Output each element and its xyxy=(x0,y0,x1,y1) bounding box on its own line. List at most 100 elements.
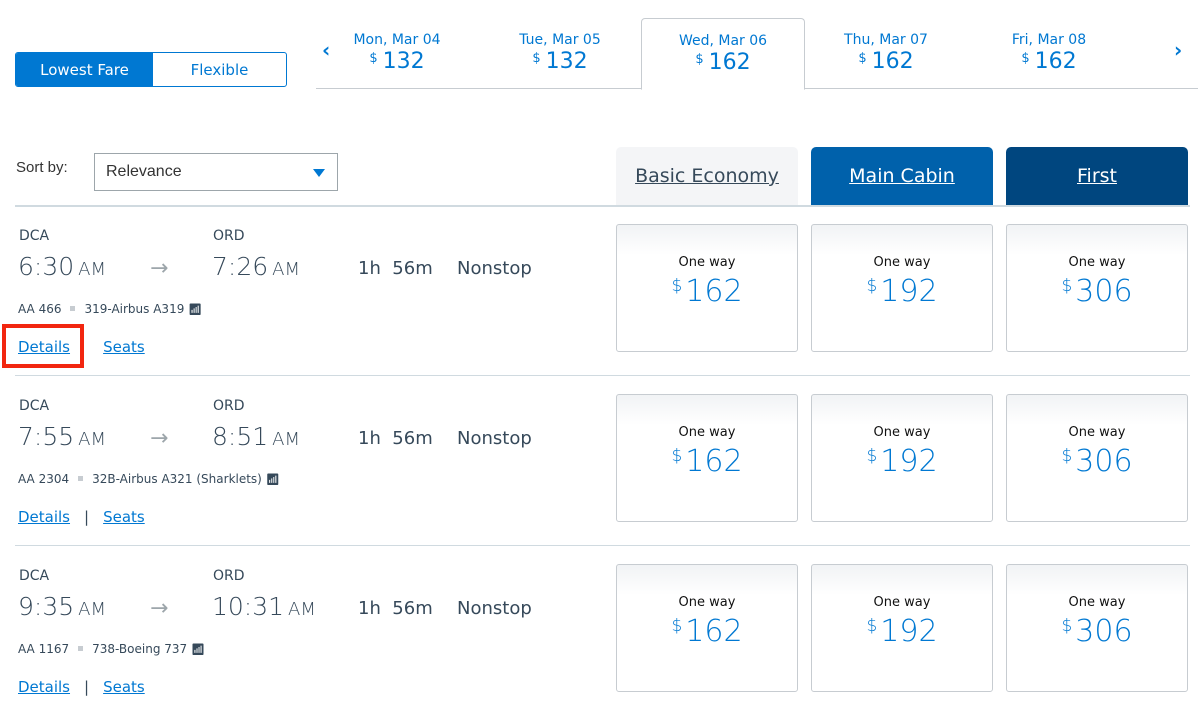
flight-number: AA 2304 xyxy=(18,472,70,486)
fare-card[interactable]: One way $192 xyxy=(811,564,993,692)
fare-card[interactable]: One way $162 xyxy=(616,224,798,352)
fare-card[interactable]: One way $306 xyxy=(1006,394,1188,522)
row-divider xyxy=(15,375,1190,376)
tab-first[interactable]: First xyxy=(1006,147,1188,205)
row-divider xyxy=(15,545,1190,546)
fare-price: $306 xyxy=(1061,614,1133,649)
fare-price: $162 xyxy=(671,614,743,649)
destination-code: ORD xyxy=(213,228,245,244)
flight-info: AA 466 319-Airbus A319 📶︎ xyxy=(18,302,202,316)
destination-code: ORD xyxy=(213,568,245,584)
flight-info: AA 2304 32B-Airbus A321 (Sharklets) 📶︎ xyxy=(18,472,280,486)
sort-value: Relevance xyxy=(106,163,182,180)
fare-label: One way xyxy=(1068,425,1126,440)
flight-links: Details | Seats xyxy=(18,508,145,526)
flight-row: DCA ORD 7:55 AM → 8:51 AM 1h 56m Nonstop A… xyxy=(15,376,1190,546)
separator-dot xyxy=(70,306,76,311)
date-tab[interactable]: Thu, Mar 07 $162 xyxy=(805,18,967,88)
fare-price: $162 xyxy=(671,274,743,309)
tab-main-cabin[interactable]: Main Cabin xyxy=(811,147,993,205)
flight-number: AA 466 xyxy=(18,302,62,316)
fare-price: $192 xyxy=(866,444,938,479)
date-price: $162 xyxy=(695,50,751,75)
fare-label: One way xyxy=(1068,255,1126,270)
departure-time: 7:55 AM xyxy=(18,422,106,451)
details-link[interactable]: Details xyxy=(18,678,71,696)
date-price: $132 xyxy=(369,49,425,74)
date-label: Thu, Mar 07 xyxy=(844,32,928,48)
fare-card[interactable]: One way $306 xyxy=(1006,224,1188,352)
date-tab[interactable]: Fri, Mar 08 $162 xyxy=(968,18,1130,88)
fare-card[interactable]: One way $162 xyxy=(616,564,798,692)
fare-price: $306 xyxy=(1061,274,1133,309)
flight-links: Details|Seats xyxy=(18,338,145,356)
date-tab[interactable]: Tue, Mar 05 $132 xyxy=(479,18,641,88)
link-separator: | xyxy=(84,678,90,696)
date-price: $162 xyxy=(858,49,914,74)
origin-code: DCA xyxy=(19,228,50,244)
date-tab[interactable]: Mon, Mar 04 $132 xyxy=(316,18,478,88)
departure-time: 6:30 AM xyxy=(18,252,106,281)
dropdown-caret-icon xyxy=(313,169,325,177)
flight-info: AA 1167 738-Boeing 737 📶︎ xyxy=(18,642,205,656)
date-tab[interactable]: Wed, Mar 06 $162 xyxy=(641,18,805,90)
fare-label: One way xyxy=(1068,595,1126,610)
arrow-right-icon: → xyxy=(150,256,169,281)
date-price: $162 xyxy=(1021,49,1077,74)
lowest-fare-button[interactable]: Lowest Fare xyxy=(16,53,153,86)
origin-code: DCA xyxy=(19,398,50,414)
arrival-time: 10:31 AM xyxy=(212,592,316,621)
fare-label: One way xyxy=(678,425,736,440)
stops: Nonstop xyxy=(457,598,532,619)
flight-number: AA 1167 xyxy=(18,642,70,656)
separator-dot xyxy=(78,646,84,651)
flight-row: DCA ORD 9:35 AM → 10:31 AM 1h 56m Nonstop … xyxy=(15,546,1190,716)
fare-card[interactable]: One way $192 xyxy=(811,394,993,522)
next-dates-chevron-icon[interactable]: › xyxy=(1174,38,1183,62)
date-label: Fri, Mar 08 xyxy=(1011,32,1087,48)
fare-type-toggle: Lowest Fare Flexible xyxy=(15,52,287,87)
flight-links: Details | Seats xyxy=(18,678,145,696)
date-label: Tue, Mar 05 xyxy=(519,32,601,48)
fare-card[interactable]: One way $192 xyxy=(811,224,993,352)
date-price: $132 xyxy=(532,49,588,74)
fare-label: One way xyxy=(678,595,736,610)
prev-dates-chevron-icon[interactable]: ‹ xyxy=(322,38,331,62)
flight-row: DCA ORD 6:30 AM → 7:26 AM 1h 56m Nonstop A… xyxy=(15,206,1190,376)
arrival-time: 8:51 AM xyxy=(212,422,300,451)
fare-price: $162 xyxy=(671,444,743,479)
stops: Nonstop xyxy=(457,258,532,279)
fare-card[interactable]: One way $306 xyxy=(1006,564,1188,692)
origin-code: DCA xyxy=(19,568,50,584)
sort-select[interactable]: Relevance xyxy=(94,153,338,191)
fare-label: One way xyxy=(873,425,931,440)
fare-label: One way xyxy=(873,595,931,610)
duration: 1h 56m xyxy=(358,258,433,279)
arrow-right-icon: → xyxy=(150,596,169,621)
seats-link[interactable]: Seats xyxy=(103,508,145,526)
fare-label: One way xyxy=(873,255,931,270)
details-link[interactable]: Details xyxy=(18,338,71,356)
divider xyxy=(15,205,1190,207)
details-link[interactable]: Details xyxy=(18,508,71,526)
seats-link[interactable]: Seats xyxy=(103,338,145,356)
wifi-icon: 📶︎ xyxy=(188,303,203,316)
link-separator: | xyxy=(84,508,90,526)
destination-code: ORD xyxy=(213,398,245,414)
sort-label: Sort by: xyxy=(16,159,68,176)
stops: Nonstop xyxy=(457,428,532,449)
fare-label: One way xyxy=(678,255,736,270)
highlight-box xyxy=(2,324,84,368)
arrow-right-icon: → xyxy=(150,426,169,451)
date-label: Wed, Mar 06 xyxy=(678,33,768,49)
fare-price: $192 xyxy=(866,274,938,309)
fare-card[interactable]: One way $162 xyxy=(616,394,798,522)
flexible-button[interactable]: Flexible xyxy=(190,60,249,79)
aircraft: 738-Boeing 737 xyxy=(92,642,188,656)
fare-price: $306 xyxy=(1061,444,1133,479)
duration: 1h 56m xyxy=(358,428,433,449)
separator-dot xyxy=(78,476,84,481)
seats-link[interactable]: Seats xyxy=(103,678,145,696)
wifi-icon: 📶︎ xyxy=(190,643,205,656)
tab-basic-economy[interactable]: Basic Economy xyxy=(616,147,798,205)
